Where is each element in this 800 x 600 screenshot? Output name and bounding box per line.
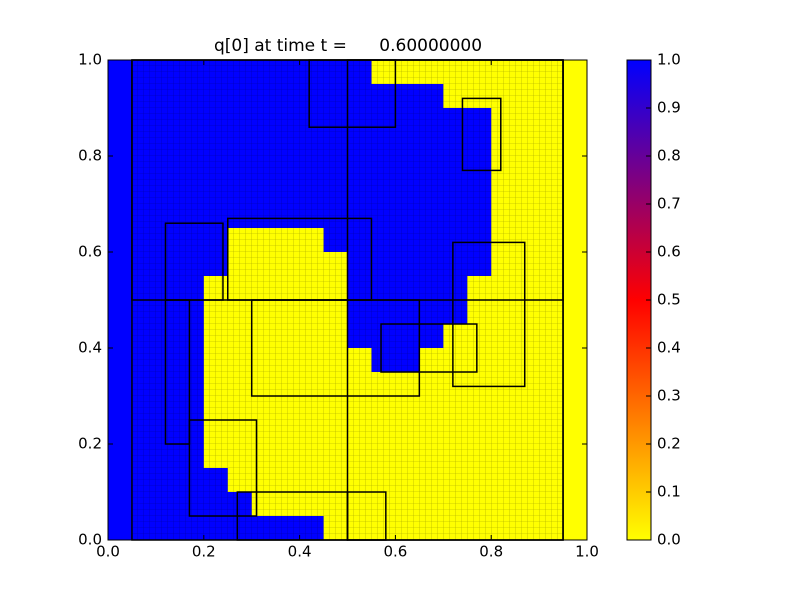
cell — [563, 60, 588, 85]
cell — [563, 324, 588, 349]
colorbar-tick-label: 0.3 — [657, 387, 681, 405]
x-tick-label: 0.0 — [96, 543, 120, 561]
y-tick-label: 0.0 — [78, 531, 102, 549]
colorbar-tick-label: 0.5 — [657, 291, 681, 309]
cell — [563, 228, 588, 253]
cell — [563, 180, 588, 205]
cell — [563, 516, 588, 541]
x-tick-label: 0.8 — [479, 543, 503, 561]
x-tick-label: 0.6 — [383, 543, 407, 561]
cell — [563, 108, 588, 133]
colorbar-tick-label: 0.6 — [657, 243, 681, 261]
cell — [108, 60, 133, 85]
cell — [108, 276, 133, 301]
cell — [563, 156, 588, 181]
y-tick-label: 0.4 — [78, 339, 102, 357]
cell — [108, 228, 133, 253]
cell — [108, 468, 133, 493]
cell — [108, 204, 133, 229]
cell — [563, 132, 588, 157]
patch — [380, 323, 478, 373]
cell — [108, 84, 133, 109]
cell — [563, 300, 588, 325]
x-tick-label: 1.0 — [575, 543, 599, 561]
patch — [188, 419, 258, 517]
cell — [108, 156, 133, 181]
cell — [108, 132, 133, 157]
cell — [108, 492, 133, 517]
grid-patches — [131, 59, 564, 541]
y-tick-label: 1.0 — [78, 51, 102, 69]
cell — [108, 324, 133, 349]
patch — [461, 97, 502, 172]
cell — [563, 444, 588, 469]
cell — [108, 252, 133, 277]
x-tick-label: 0.2 — [192, 543, 216, 561]
chart-title: q[0] at time t = 0.60000000 — [214, 36, 482, 56]
cell — [108, 396, 133, 421]
colorbar-tick-label: 0.1 — [657, 483, 681, 501]
cell — [563, 348, 588, 373]
colorbar-tick-label: 1.0 — [657, 51, 681, 69]
cell — [563, 468, 588, 493]
cell — [563, 420, 588, 445]
cell — [108, 180, 133, 205]
cell — [108, 420, 133, 445]
cell — [108, 516, 133, 541]
cell — [108, 444, 133, 469]
cell — [563, 396, 588, 421]
cell — [563, 84, 588, 109]
cell — [563, 252, 588, 277]
colorbar-tick-label: 0.9 — [657, 99, 681, 117]
colorbar-tick-label: 0.7 — [657, 195, 681, 213]
colorbar-tick-label: 0.8 — [657, 147, 681, 165]
y-tick-label: 0.8 — [78, 147, 102, 165]
plot-frame — [107, 59, 588, 541]
cell — [563, 276, 588, 301]
colorbar-tick-label: 0.0 — [657, 531, 681, 549]
colorbar-tick-label: 0.2 — [657, 435, 681, 453]
cell — [563, 204, 588, 229]
x-tick-label: 0.4 — [288, 543, 312, 561]
y-tick-label: 0.6 — [78, 243, 102, 261]
patch — [452, 241, 526, 388]
cell — [563, 372, 588, 397]
y-tick-label: 0.2 — [78, 435, 102, 453]
cell — [108, 108, 133, 133]
colorbar-tick-label: 0.4 — [657, 339, 681, 357]
cell — [108, 348, 133, 373]
cell — [563, 492, 588, 517]
cell — [108, 300, 133, 325]
cell — [108, 372, 133, 397]
